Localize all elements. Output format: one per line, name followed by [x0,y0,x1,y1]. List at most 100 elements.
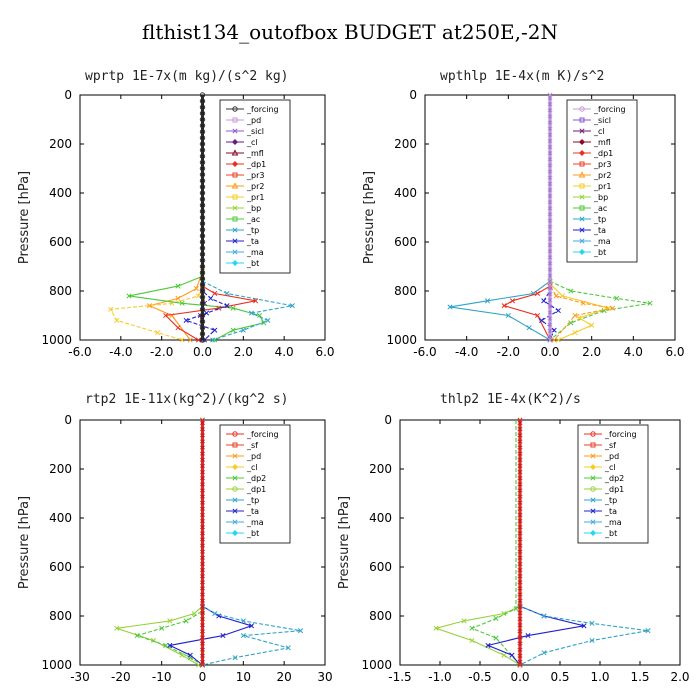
zero-bundle-marker [547,147,553,153]
legend-item: _pr2 [573,171,611,180]
legend-marker [590,486,596,492]
legend-item: _forcing [573,105,626,114]
profile-marker [230,305,236,311]
panel-title: wprtp 1E-7x(m kg)/(s^2 kg) [85,69,289,84]
legend-item: _tp [226,496,259,505]
legend-item: _mfl [573,138,611,147]
x-tick-label: 1.0 [590,670,609,684]
legend-label: _pr2 [593,171,611,180]
x-tick-label: 0.0 [193,345,212,359]
x-tick-label: 2.0 [234,345,253,359]
zero-bundle-marker [517,546,523,552]
profile-line [128,95,265,341]
x-tick-label: -1.0 [428,670,451,684]
y-tick-label: 600 [49,235,72,249]
zero-bundle-marker [199,153,206,159]
profile-marker [589,637,595,644]
y-tick-label: 400 [49,511,72,525]
legend-item: _ma [573,237,611,246]
legend-item: _pr3 [226,171,264,180]
zero-bundle-marker [517,637,523,644]
legend-label: _tp [593,215,606,224]
legend-item: _forcing [226,105,279,114]
legend: _forcing _sicl _cl _mfl _dp1 _pr3 _pr2 _pr1 _bp _… [566,99,638,263]
zero-bundle-marker [547,110,553,116]
zero-bundle-marker [199,318,206,325]
profile-marker [163,312,169,319]
zero-bundle-marker [517,588,523,595]
zero-bundle-marker [199,294,206,300]
legend: _forcing _sf _pd _cl _dp2 _dp1 _tp _ta _ma _bt [219,424,291,544]
profile-marker [183,317,189,323]
y-tick-label: 800 [49,284,72,298]
y-axis-label: Pressure [hPa] [17,496,32,589]
zero-bundle-marker [547,294,553,300]
zero-bundle-marker [547,300,553,306]
legend-marker [232,497,238,503]
x-tick-label: 30 [317,670,332,684]
zero-bundle-marker [517,552,523,558]
legend-item: _cl [226,138,258,147]
y-tick-label: 1000 [361,658,392,672]
legend-marker [232,216,238,222]
legend-marker [590,431,596,437]
profile-marker [187,652,193,658]
legend-label: _bt [593,248,606,257]
zero-bundle-marker [199,521,206,527]
legend-marker [578,248,586,256]
profile-marker [150,637,157,644]
legend-item: _forcing [584,430,637,439]
profile-marker [179,337,185,343]
profile-marker [212,290,218,297]
profile-marker [534,312,541,319]
zero-bundle-marker [199,417,206,423]
legend-label: _dp2 [246,474,266,483]
profile-marker [114,625,120,631]
legend-label: _ac [593,204,607,213]
profile-marker [175,325,181,331]
profile-marker [179,652,185,658]
profile-marker [525,633,531,639]
legend-label: _pr1 [246,193,264,202]
profile-marker [212,337,218,343]
x-tick-label: 0.0 [540,345,559,359]
legend-label: _forcing [246,105,279,114]
legend-label: _ma [604,518,622,527]
zero-bundle-marker [199,171,206,178]
profile-marker [212,610,218,617]
zero-bundle-marker [517,484,523,490]
x-tick-label: 0.5 [550,670,569,684]
legend-label: _pr3 [593,160,611,169]
legend-label: _sf [604,441,616,450]
profile-marker [568,288,574,294]
zero-bundle-marker [517,607,523,613]
profile-marker [461,618,467,624]
y-tick-label: 200 [369,462,392,476]
zero-bundle-marker [547,104,553,110]
zero-bundle-marker [547,159,553,165]
x-tick-label: 2.0 [670,670,689,684]
plot-frame [399,419,681,666]
legend-item: _pr3 [573,160,611,169]
legend-marker [579,194,585,200]
chart-panel-3: rtp2 1E-11x(kg^2)/(kg^2 s) Pressure [hPa]… [17,392,333,684]
legend-item: _dp1 [584,485,624,494]
zero-bundle-marker [199,595,206,601]
chart-panel-4: thlp2 1E-4x(K^2)/s Pressure [hPa] -1.5 -1.0… [337,392,690,684]
zero-bundle-marker [199,288,206,294]
legend-item: _cl [226,463,258,472]
profile-marker [485,642,491,648]
legend-label: _sf [246,441,258,450]
legend-marker [232,194,238,200]
legend-marker [231,463,239,471]
zero-bundle-marker [199,429,206,435]
legend-label: _dp1 [246,485,266,494]
legend-marker [232,106,238,112]
zero-bundle-marker [199,558,206,564]
zero-bundle-marker [517,417,523,423]
profile-marker [484,298,491,304]
x-tick-label: -4.0 [109,345,132,359]
zero-bundle-marker [199,662,206,668]
profile-marker [555,337,561,343]
profile-marker [248,310,255,316]
